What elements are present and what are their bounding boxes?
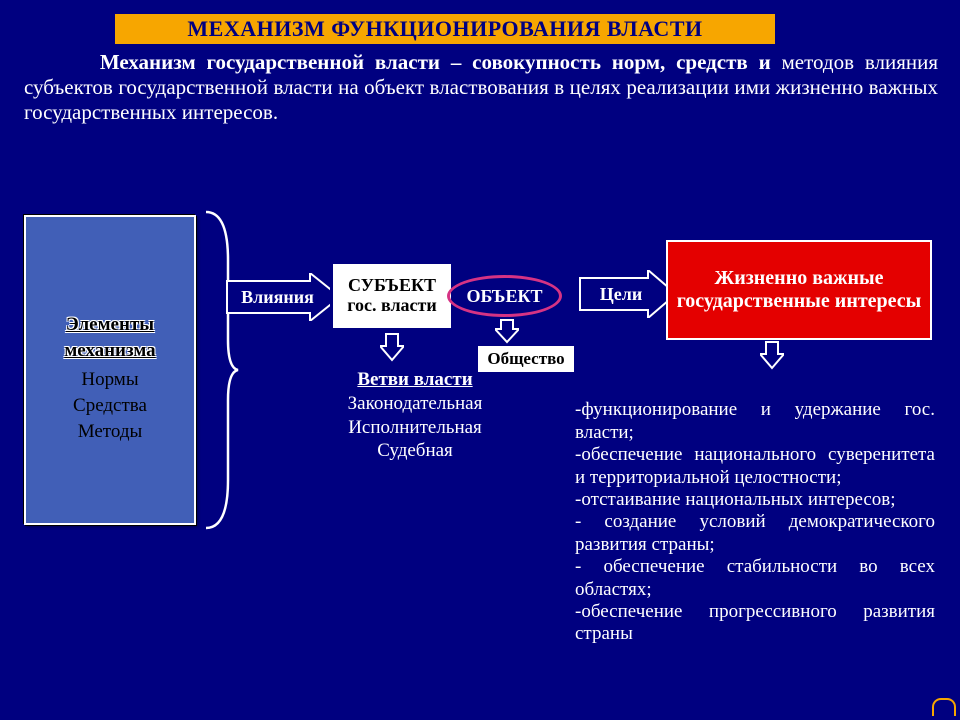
- down-arrow-icon: [760, 340, 784, 370]
- interests-box-label: Жизненно важные государственные интересы: [672, 267, 926, 313]
- branches-item: Законодательная: [300, 392, 530, 416]
- branches-item: Исполнительная: [300, 416, 530, 440]
- goals-arrow: Цели: [578, 270, 678, 318]
- elements-item: Средства: [26, 393, 194, 419]
- influence-label: Влияния: [241, 287, 314, 308]
- elements-item: Методы: [26, 419, 194, 445]
- object-label: ОБЪЕКТ: [466, 286, 542, 307]
- society-label: Общество: [487, 349, 564, 369]
- elements-items-list: Нормы Средства Методы: [26, 367, 194, 444]
- subject-label: СУБЪЕКТ гос. власти: [333, 276, 451, 316]
- interests-list: -функционирование и удержание гос. власт…: [575, 377, 935, 646]
- subject-box: СУБЪЕКТ гос. власти: [330, 261, 454, 331]
- object-ellipse: ОБЪЕКТ: [447, 275, 562, 317]
- brace-icon: [200, 210, 240, 530]
- influence-arrow: Влияния: [225, 273, 342, 321]
- title-banner: МЕХАНИЗМ ФУНКЦИОНИРОВАНИЯ ВЛАСТИ: [115, 14, 775, 44]
- elements-heading: Элементы механизма: [26, 312, 194, 363]
- branches-item: Судебная: [300, 439, 530, 463]
- interests-text: -функционирование и удержание гос. власт…: [575, 399, 935, 644]
- elements-item: Нормы: [26, 367, 194, 393]
- intro-paragraph: Механизм государственной власти – совоку…: [24, 50, 938, 124]
- goals-label: Цели: [600, 284, 642, 305]
- branches-block: Ветви власти Законодательная Исполнитель…: [300, 368, 530, 463]
- elements-panel: Элементы механизма Нормы Средства Методы: [24, 215, 196, 525]
- interests-box: Жизненно важные государственные интересы: [666, 240, 932, 340]
- intro-lead: Механизм государственной власти – совоку…: [100, 50, 771, 74]
- down-arrow-icon: [495, 318, 519, 344]
- title-text: МЕХАНИЗМ ФУНКЦИОНИРОВАНИЯ ВЛАСТИ: [187, 16, 702, 41]
- down-arrow-icon: [380, 332, 404, 362]
- branches-heading: Ветви власти: [300, 368, 530, 392]
- corner-ornament-icon: [932, 698, 956, 716]
